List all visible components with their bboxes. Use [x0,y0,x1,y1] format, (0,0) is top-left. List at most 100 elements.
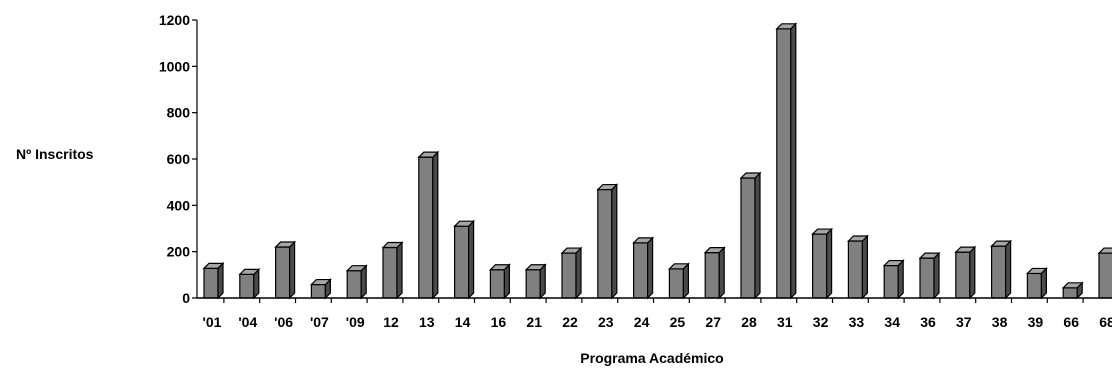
y-tick-label: 1200 [159,12,190,28]
bar [1063,283,1082,298]
bar-front [813,234,827,298]
bar-front [956,252,970,298]
bar [1099,248,1112,298]
x-tick-label: '04 [238,314,257,330]
bar-front [311,285,325,298]
bar-side [433,152,438,298]
bar-side [612,185,617,298]
bar [669,264,688,298]
bar [741,173,760,298]
bar [562,248,581,298]
bar-side [934,253,939,298]
y-tick-label: 600 [167,151,191,167]
bar-front [669,269,683,298]
x-tick-label: 28 [741,314,757,330]
bar [598,185,617,298]
bar-front [526,270,540,298]
bar [240,269,259,298]
x-tick-label: 32 [813,314,829,330]
bar [526,265,545,298]
x-tick-label: 38 [992,314,1008,330]
bar-front [992,246,1006,298]
x-tick-label: 66 [1063,314,1079,330]
bar [347,266,366,298]
bar [848,236,867,298]
bar [634,238,653,298]
bar-side [791,24,796,298]
bar-side [648,238,653,298]
bar-front [884,266,898,298]
x-tick-label: 13 [419,314,435,330]
x-tick-label: 27 [705,314,721,330]
bar-front [848,241,862,298]
bar-front [490,270,504,298]
bar-front [777,29,791,298]
y-tick-label: 0 [182,290,190,306]
x-tick-label: 21 [526,314,542,330]
bar-front [455,226,469,298]
x-tick-label: 33 [849,314,865,330]
x-tick-label: 24 [634,314,650,330]
bar-front [204,268,218,298]
x-tick-label: 36 [920,314,936,330]
bar-front [1063,288,1077,298]
bar-side [576,248,581,298]
y-tick-label: 800 [167,105,191,121]
bar [956,247,975,298]
bar-front [920,258,934,298]
bar-front [240,274,254,298]
y-tick-label: 1000 [159,58,190,74]
bar-side [1006,241,1011,298]
x-tick-label: '07 [310,314,329,330]
bar [920,253,939,298]
bar [777,24,796,298]
bar [813,229,832,298]
bar [419,152,438,298]
bar-side [469,221,474,298]
bar-side [683,264,688,298]
bar-side [719,248,724,298]
bar-side [898,261,903,298]
bar-front [741,178,755,298]
x-tick-label: 12 [383,314,399,330]
x-tick-label: 14 [455,314,471,330]
x-axis: '01 '04 '06 '07 '09 12 13 14 16 21 22 23 24 25 27 28 31 3… [197,298,1112,330]
bar-front [562,253,576,298]
x-tick-label: 22 [562,314,578,330]
bar [705,248,724,298]
x-tick-label: 25 [670,314,686,330]
bar-side [970,247,975,298]
bar-front [598,190,612,298]
bar [884,261,903,298]
x-tick-label: 34 [884,314,900,330]
x-tick-label: 16 [491,314,507,330]
bar-side [827,229,832,298]
bar [455,221,474,298]
bar-side [862,236,867,298]
bar [204,263,223,298]
x-tick-label: '09 [346,314,365,330]
x-tick-label: 68 [1099,314,1112,330]
y-tick-label: 200 [167,244,191,260]
bar-side [290,242,295,298]
y-axis: 0 200 400 600 800 1000 1200 [159,12,197,306]
bar-side [218,263,223,298]
y-tick-label: 400 [167,197,191,213]
bar-side [755,173,760,298]
y-axis-title: Nº Inscritos [16,146,94,162]
bar-front [1099,253,1112,298]
x-axis-title: Programa Académico [580,350,723,366]
x-tick-label: 23 [598,314,614,330]
bar [311,280,330,298]
bar [276,242,295,298]
bar-front [419,157,433,298]
bar-front [705,253,719,298]
x-tick-label: '06 [274,314,293,330]
bar [1027,268,1046,298]
bar-front [1027,273,1041,298]
bar-front [347,271,361,298]
x-tick-label: '01 [203,314,222,330]
bar-top [1099,248,1112,253]
x-tick-label: 31 [777,314,793,330]
